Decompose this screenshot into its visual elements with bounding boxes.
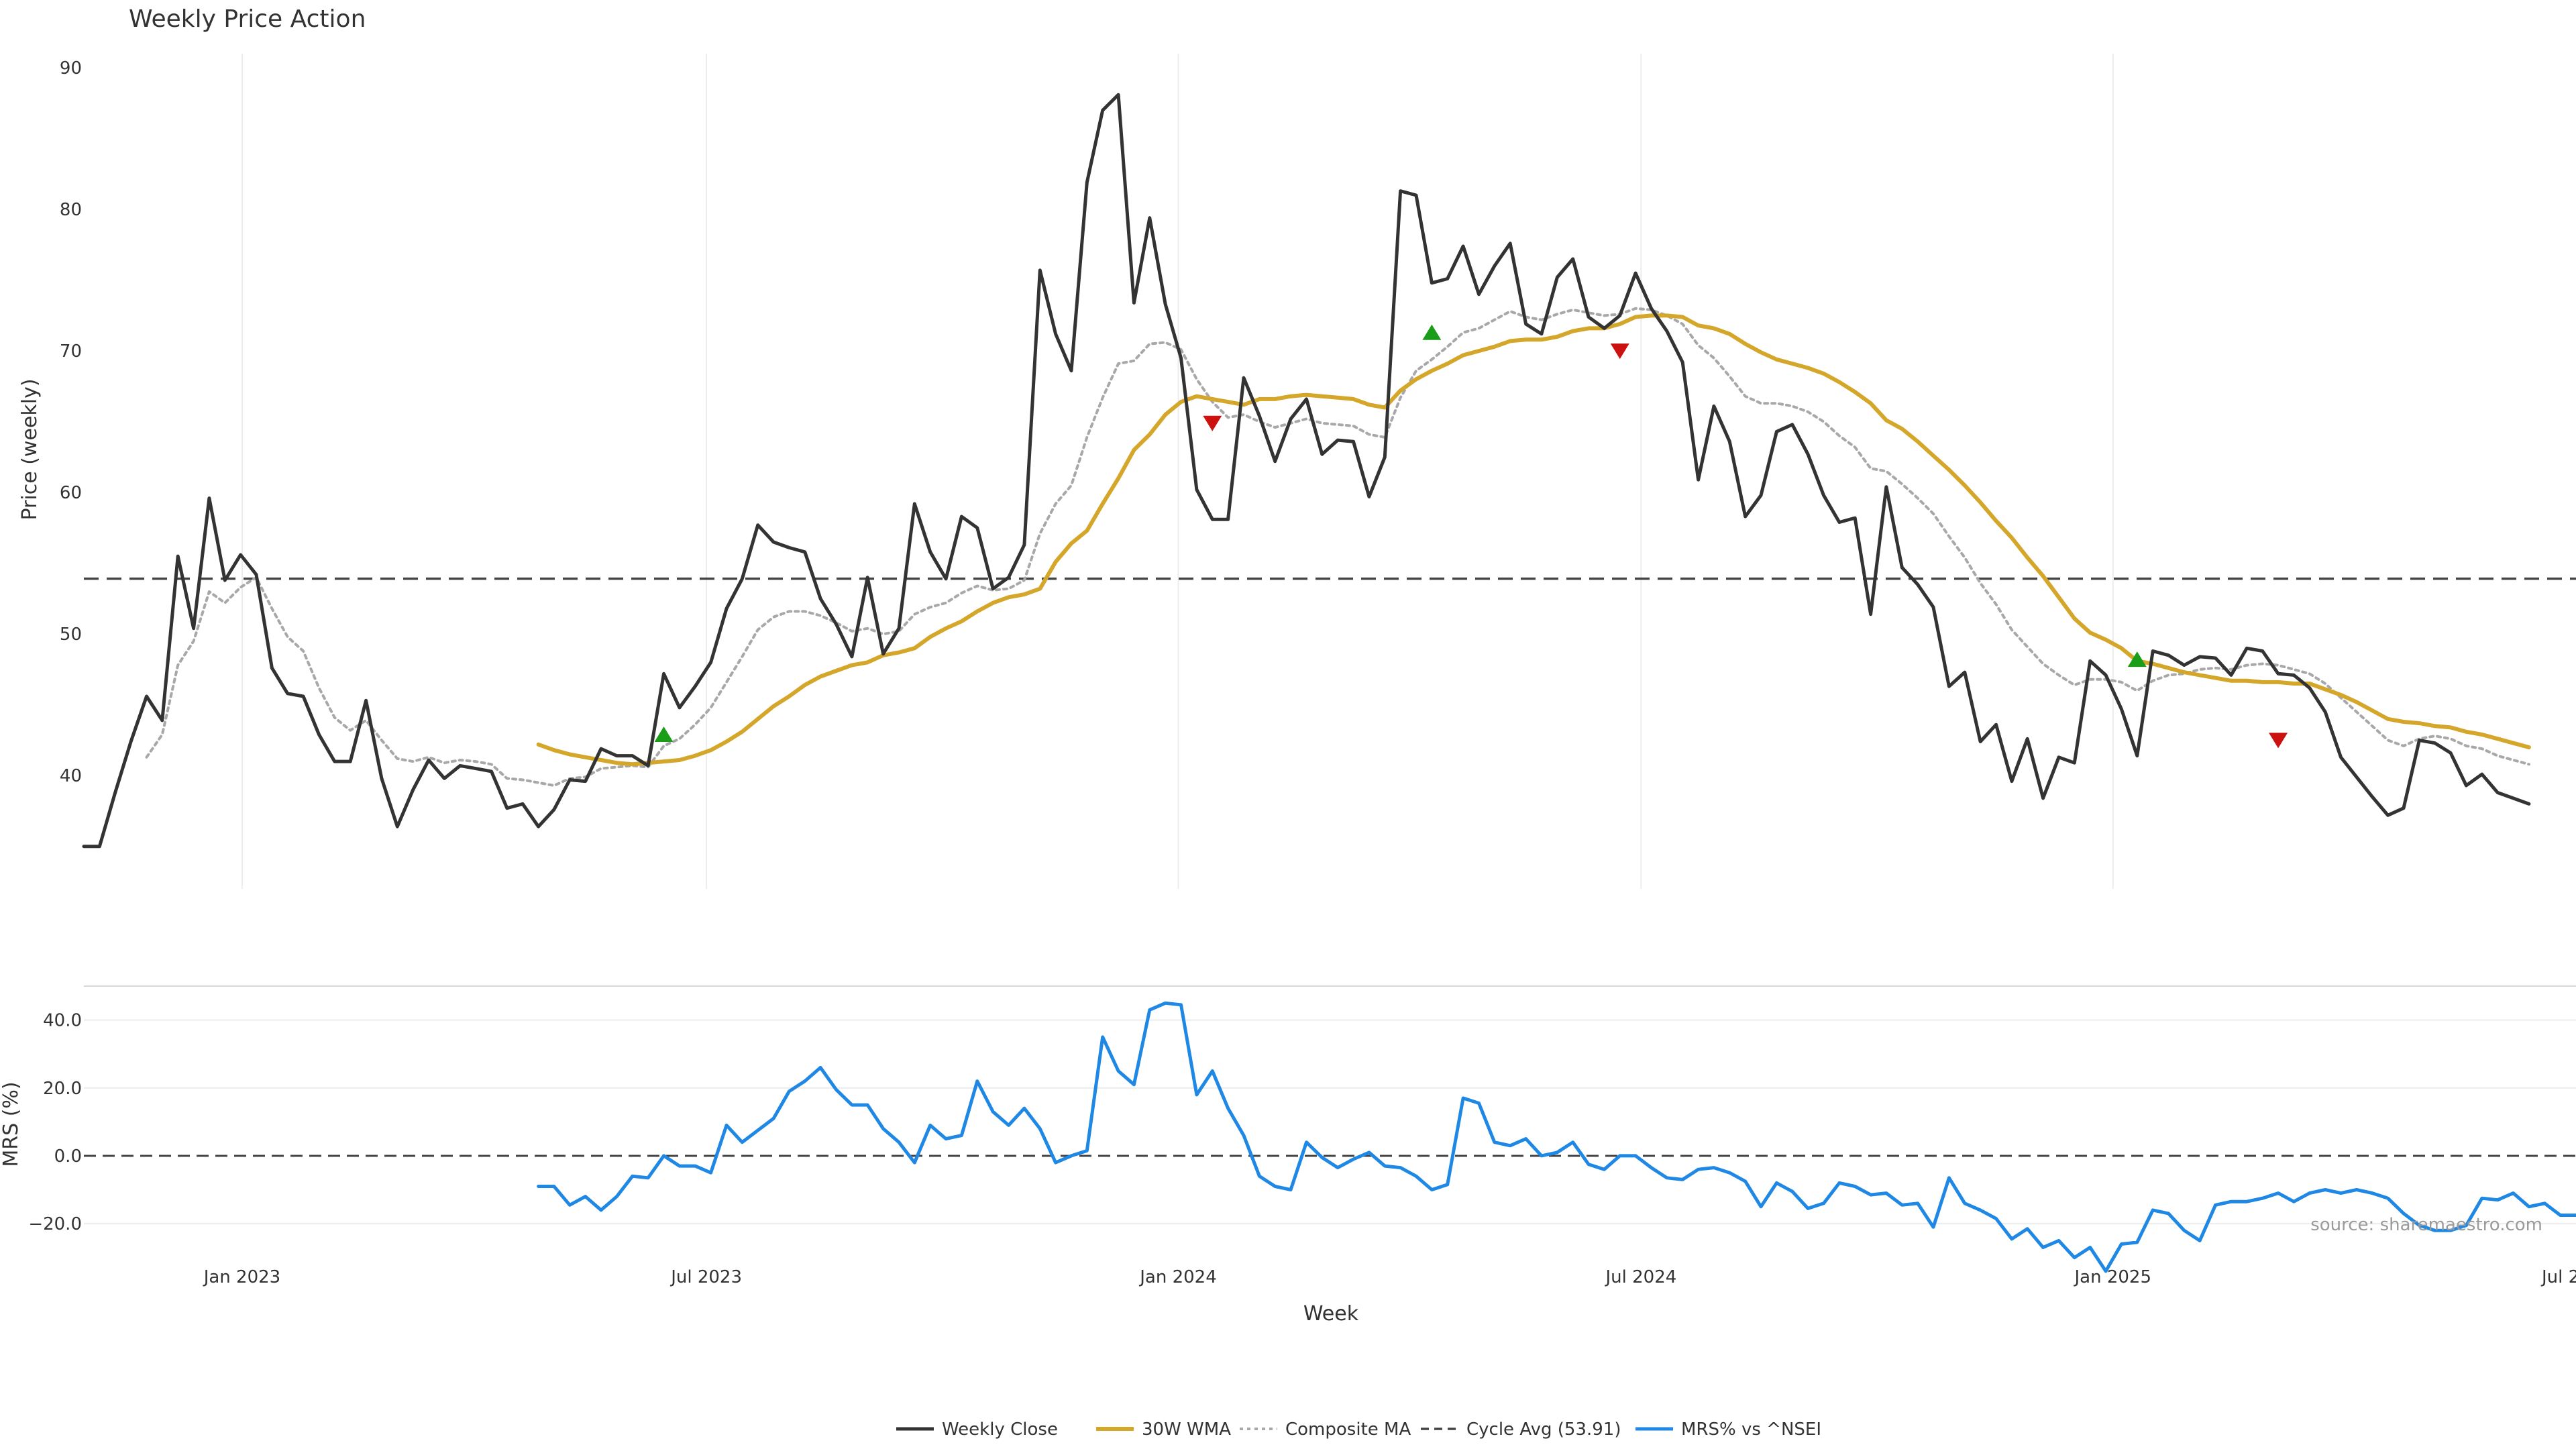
x-tick-labels: Jan 2023 Jul 2023 Jan 2024 Jul 2024 Jan 2025… xyxy=(203,1267,2576,1287)
mrs-axis-label: MRS (%) xyxy=(0,1081,23,1167)
price-y-tick-label: 80 xyxy=(60,200,82,220)
price-y-tick-label: 70 xyxy=(60,341,82,362)
legend: Weekly Close 30W WMA Composite MA Cycle Avg… xyxy=(896,1419,1821,1440)
legend-label: Weekly Close xyxy=(942,1419,1058,1440)
mrs-y-tick-label: 40.0 xyxy=(43,1011,82,1031)
mrs-y-tick-label: 20.0 xyxy=(43,1079,82,1099)
series xyxy=(82,93,2576,1273)
y-tick-labels: 40 50 60 70 80 90 −20.0 0.0 20.0 40.0 xyxy=(28,58,82,1234)
source-note: source: sharemaestro.com xyxy=(2310,1215,2542,1235)
legend-label: 30W WMA xyxy=(1142,1419,1231,1440)
signal-markers xyxy=(654,324,2288,749)
legend-label: Cycle Avg (53.91) xyxy=(1466,1419,1621,1440)
price-y-tick-label: 50 xyxy=(60,625,82,645)
legend-label: MRS% vs ^NSEI xyxy=(1681,1419,1821,1440)
price-y-tick-label: 60 xyxy=(60,483,82,503)
chart-title: Weekly Price Action xyxy=(129,5,366,33)
weekly-close-line xyxy=(82,93,2531,849)
x-tick-label: Jan 2025 xyxy=(2074,1267,2152,1287)
price-y-tick-label: 40 xyxy=(60,766,82,786)
sell-signal-marker xyxy=(1203,415,1222,431)
price-axis-label: Price (weekly) xyxy=(18,378,42,520)
gridlines xyxy=(84,54,2576,1225)
buy-signal-marker xyxy=(2127,651,2147,667)
x-tick-label: Jul 2023 xyxy=(669,1267,742,1287)
price-y-tick-label: 90 xyxy=(60,58,82,78)
composite-ma-line xyxy=(145,307,2530,787)
mrs-y-tick-label: −20.0 xyxy=(28,1214,82,1234)
x-tick-label: Jan 2024 xyxy=(1138,1267,1217,1287)
wma-30w-line xyxy=(536,313,2531,767)
mrs-y-tick-label: 0.0 xyxy=(54,1146,82,1167)
x-tick-label: Jul 2025 xyxy=(2540,1267,2576,1287)
sell-signal-marker xyxy=(2269,733,2288,749)
x-axis-label: Week xyxy=(1303,1302,1359,1326)
buy-signal-marker xyxy=(654,726,674,742)
x-tick-label: Jul 2024 xyxy=(1604,1267,1676,1287)
sell-signal-marker xyxy=(1610,343,1629,360)
mrs-line xyxy=(537,1001,2576,1273)
buy-signal-marker xyxy=(1422,324,1442,340)
reference-lines xyxy=(84,577,2576,1157)
legend-label: Composite MA xyxy=(1285,1419,1411,1440)
x-tick-label: Jan 2023 xyxy=(203,1267,281,1287)
